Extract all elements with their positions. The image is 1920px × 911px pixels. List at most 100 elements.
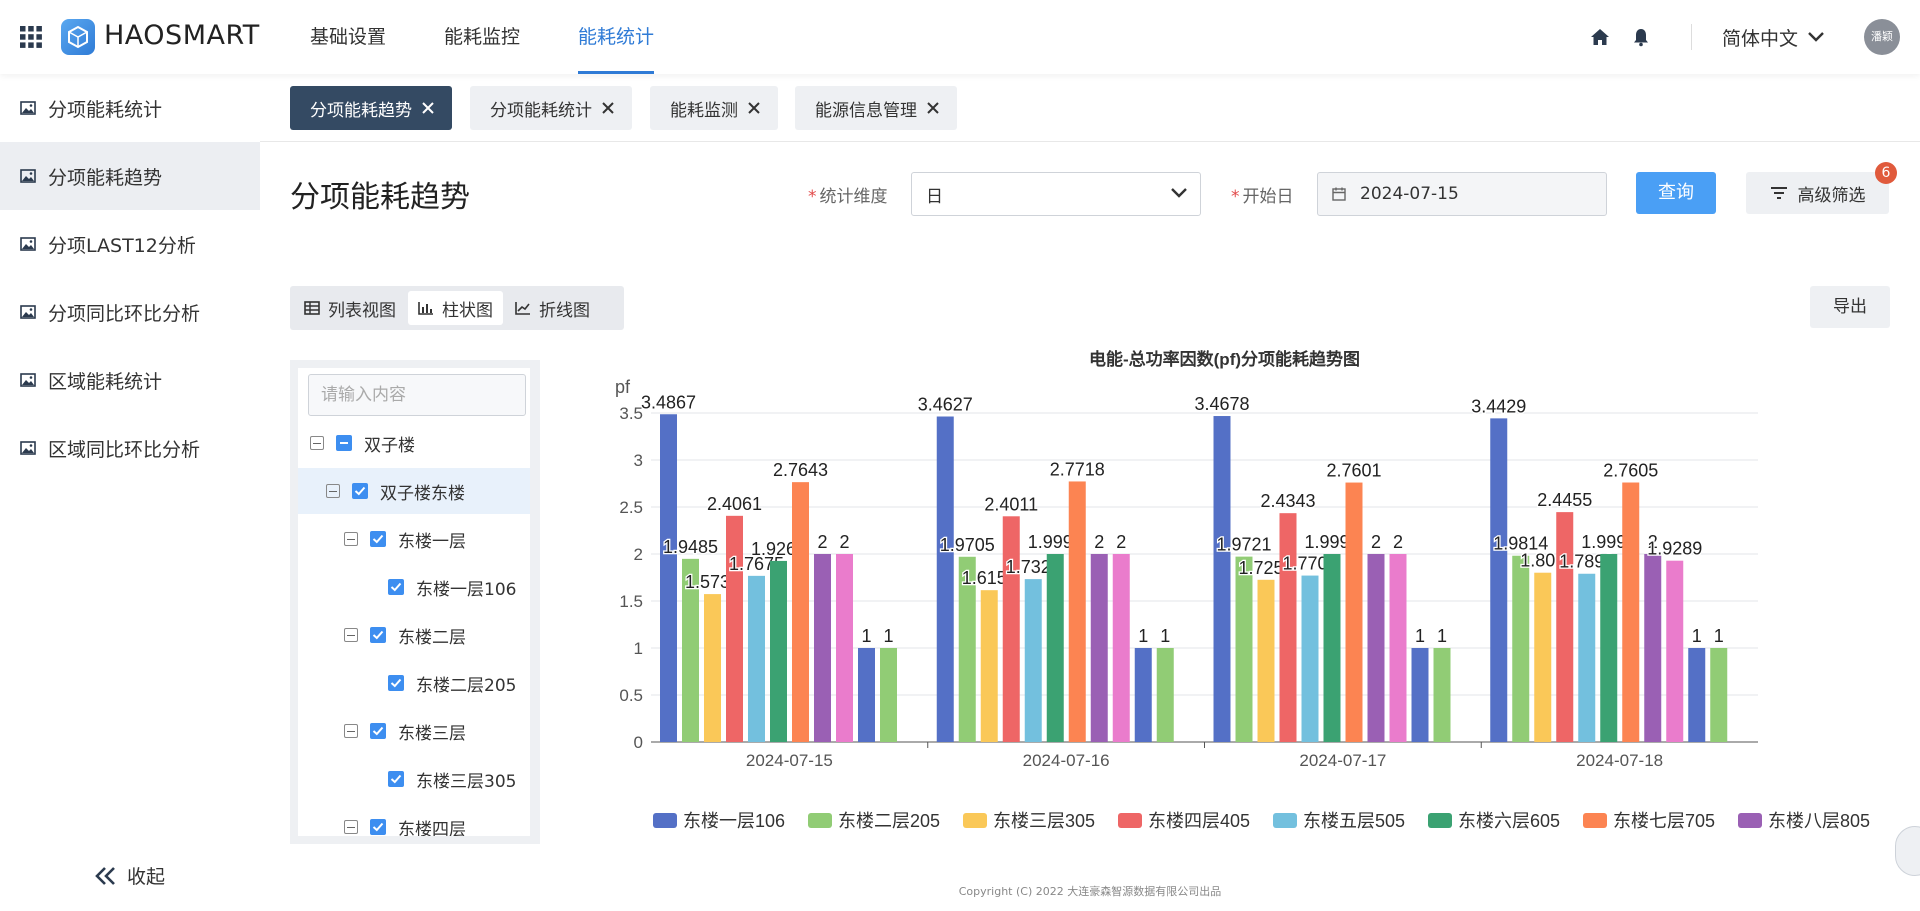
data-label: 1: [1160, 626, 1170, 646]
bar: [1688, 648, 1706, 742]
checkbox-partial[interactable]: [336, 435, 352, 451]
close-icon[interactable]: [927, 102, 939, 114]
tab-item-energy-info[interactable]: 能源信息管理: [795, 86, 957, 130]
tree-node-label: 东楼三层: [398, 723, 466, 744]
y-tick-label: 3: [634, 451, 643, 470]
nav-item-energy-stats[interactable]: 能耗统计: [578, 0, 655, 74]
query-button[interactable]: 查询: [1636, 172, 1716, 214]
language-label: 简体中文: [1721, 27, 1798, 50]
view-bar-button[interactable]: 柱状图: [408, 291, 503, 325]
collapse-toggle-icon[interactable]: [344, 628, 358, 642]
bar: [858, 648, 875, 742]
advanced-filter-button[interactable]: 高级筛选: [1746, 172, 1889, 214]
export-button[interactable]: 导出: [1810, 286, 1890, 328]
collapse-toggle-icon[interactable]: [344, 820, 358, 834]
collapse-toggle-icon[interactable]: [326, 484, 340, 498]
close-icon[interactable]: [748, 102, 760, 114]
legend-label: 东楼一层106: [683, 811, 785, 831]
close-icon[interactable]: [602, 102, 614, 114]
tree-node[interactable]: 东楼二层205: [298, 660, 530, 706]
data-label: 2.4061: [707, 494, 762, 514]
language-selector[interactable]: 简体中文: [1722, 24, 1824, 51]
data-label: 1: [861, 626, 871, 646]
nav-item-basic-settings[interactable]: 基础设置: [310, 26, 387, 48]
bar: [1134, 648, 1152, 742]
checkbox-checked[interactable]: [388, 579, 404, 595]
sidebar-item-area-yoy[interactable]: 区域同比环比分析: [0, 414, 260, 482]
x-tick-label: 2024-07-17: [1299, 751, 1386, 770]
legend-label: 东楼五层505: [1303, 811, 1405, 831]
tree-node-label: 东楼一层: [398, 531, 466, 552]
tab-label: 能耗监测: [670, 100, 738, 121]
view-label: 列表视图: [328, 300, 396, 321]
sidebar-item-last12[interactable]: 分项LAST12分析: [0, 210, 260, 278]
tree-node[interactable]: 东楼四层: [298, 804, 530, 836]
app-grid-icon[interactable]: [20, 26, 42, 48]
checkbox-checked[interactable]: [370, 819, 386, 835]
bar: [1024, 579, 1042, 742]
tree-node[interactable]: 东楼三层305: [298, 756, 530, 802]
bar: [1257, 579, 1275, 742]
tree-node[interactable]: 东楼三层: [298, 708, 530, 754]
start-date-picker[interactable]: 2024-07-15: [1317, 172, 1607, 216]
tree-node-label: 双子楼: [364, 435, 415, 456]
bell-icon[interactable]: [1631, 27, 1651, 47]
dimension-value: 日: [926, 186, 943, 207]
bar: [1046, 554, 1064, 742]
tree-node[interactable]: 东楼一层: [298, 516, 530, 562]
view-label: 柱状图: [442, 300, 493, 321]
collapse-toggle-icon[interactable]: [344, 532, 358, 546]
tab-item-trend[interactable]: 分项能耗趋势: [290, 86, 452, 130]
sidebar-item-label: 分项能耗趋势: [48, 166, 163, 189]
data-label: 1.9289: [1647, 539, 1702, 559]
dimension-label: * 统计维度: [808, 187, 888, 207]
x-tick-label: 2024-07-16: [1023, 751, 1110, 770]
nav-item-energy-monitor[interactable]: 能耗监控: [444, 26, 521, 48]
data-label: 1: [1692, 626, 1702, 646]
collapse-toggle-icon[interactable]: [310, 436, 324, 450]
sidebar-item-area-stats[interactable]: 区域能耗统计: [0, 346, 260, 414]
data-label: 1: [1138, 626, 1148, 646]
home-icon[interactable]: [1590, 27, 1610, 47]
tab-item-monitor[interactable]: 能耗监测: [650, 86, 778, 130]
collapse-toggle-icon[interactable]: [344, 724, 358, 738]
tree-node[interactable]: 双子楼东楼: [298, 468, 530, 514]
checkbox-checked[interactable]: [352, 483, 368, 499]
sidebar-item-label: 分项同比环比分析: [48, 302, 201, 325]
sidebar-item-item-stats[interactable]: 分项能耗统计: [0, 74, 260, 142]
filter-count-badge: 6: [1875, 162, 1897, 184]
tree-node-label: 东楼一层106: [416, 579, 517, 600]
checkbox-checked[interactable]: [388, 675, 404, 691]
checkbox-checked[interactable]: [370, 723, 386, 739]
checkbox-checked[interactable]: [388, 771, 404, 787]
bar: [1112, 554, 1130, 742]
tree-node-label: 东楼三层305: [416, 771, 517, 792]
checkbox-checked[interactable]: [370, 531, 386, 547]
double-chevron-left-icon: [95, 866, 115, 885]
avatar[interactable]: 潘颖: [1864, 19, 1900, 55]
floating-assist-button[interactable]: [1895, 826, 1920, 876]
chevron-down-icon: [1171, 188, 1187, 198]
bar: [1323, 554, 1341, 742]
tab-item-stats[interactable]: 分项能耗统计: [470, 86, 632, 130]
line-chart-icon: [515, 302, 530, 315]
data-label: 1.9814: [1493, 534, 1548, 554]
bar: [1622, 482, 1640, 742]
tree-node[interactable]: 东楼一层106: [298, 564, 530, 610]
sidebar-item-yoy[interactable]: 分项同比环比分析: [0, 278, 260, 346]
tab-label: 分项能耗趋势: [310, 100, 412, 121]
close-icon[interactable]: [422, 102, 434, 114]
tree-node[interactable]: 东楼二层: [298, 612, 530, 658]
checkbox-checked[interactable]: [370, 627, 386, 643]
bar: [770, 560, 787, 742]
view-line-button[interactable]: 折线图: [505, 291, 600, 325]
sidebar-item-item-trend[interactable]: 分项能耗趋势: [0, 142, 260, 210]
dimension-select[interactable]: 日: [911, 172, 1201, 216]
legend-swatch: [1583, 813, 1607, 828]
bar: [1490, 418, 1508, 742]
tree-node[interactable]: 双子楼: [298, 420, 530, 466]
collapse-button[interactable]: 收起: [95, 862, 165, 889]
y-tick-label: 2.5: [619, 498, 643, 517]
tree-search-input[interactable]: 请输入内容: [308, 374, 526, 416]
view-list-button[interactable]: 列表视图: [294, 291, 406, 325]
